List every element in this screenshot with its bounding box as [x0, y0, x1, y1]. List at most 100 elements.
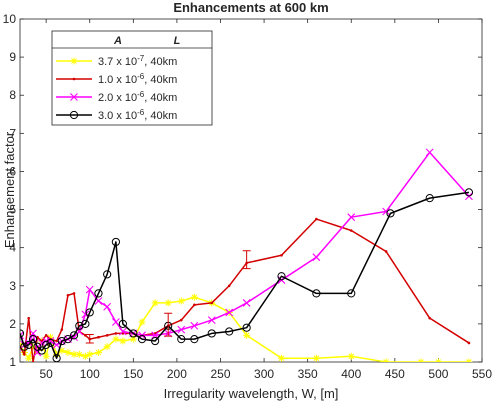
- x-tick-label: 500: [428, 367, 448, 381]
- data-point: [29, 343, 37, 351]
- data-point: [210, 301, 214, 305]
- data-point: [428, 316, 431, 320]
- legend-label: 3.0 x 10-6, 40km: [98, 108, 177, 122]
- data-point: [64, 348, 72, 356]
- data-point: [207, 329, 216, 338]
- x-tick-label: 400: [341, 367, 361, 381]
- y-axis-label: Enhancement factor: [2, 131, 17, 248]
- data-point: [177, 325, 186, 334]
- data-point: [225, 308, 234, 317]
- series-layer: [20, 148, 474, 362]
- data-point: [225, 327, 234, 336]
- data-point: [190, 321, 199, 330]
- y-tick-label: 10: [3, 12, 17, 26]
- data-point: [467, 341, 471, 345]
- legend-marker: [69, 110, 79, 120]
- data-point: [278, 354, 286, 362]
- legend-header-l: L: [174, 35, 181, 47]
- data-point: [425, 194, 434, 203]
- data-point: [85, 285, 94, 294]
- data-point: [280, 253, 283, 257]
- data-point: [94, 348, 102, 356]
- data-point: [103, 302, 112, 311]
- data-point: [151, 336, 160, 346]
- data-point: [347, 289, 356, 298]
- x-tick-label: 350: [298, 367, 318, 381]
- data-point: [137, 335, 147, 344]
- legend-entry-1: 3.7 x 10-7, 40km: [56, 54, 177, 68]
- data-point: [386, 209, 395, 218]
- data-point: [177, 335, 186, 344]
- data-point: [57, 336, 66, 346]
- data-point: [425, 148, 434, 157]
- data-point: [138, 318, 146, 326]
- data-point: [382, 207, 391, 216]
- data-point: [190, 293, 198, 301]
- data-point: [179, 318, 183, 322]
- error-bar: [164, 312, 173, 337]
- y-tick-label: 3: [9, 279, 16, 293]
- data-point: [37, 346, 46, 355]
- data-point: [23, 353, 26, 356]
- x-tick-label: 250: [210, 367, 230, 381]
- data-point: [129, 335, 137, 343]
- data-point: [47, 333, 55, 341]
- data-point: [105, 334, 109, 337]
- data-point: [242, 299, 251, 307]
- data-point: [81, 352, 89, 360]
- y-tick-label: 9: [9, 50, 16, 64]
- data-point: [42, 352, 50, 360]
- x-tick-label: 100: [80, 367, 100, 381]
- legend-entry-3: 2.0 x 10-6, 40km: [56, 90, 177, 104]
- x-tick-label: 550: [472, 367, 492, 381]
- data-point: [44, 334, 48, 337]
- data-point: [20, 342, 29, 351]
- x-axis-label: Irregularity wavelength, W, [m]: [164, 386, 339, 401]
- data-point: [103, 270, 112, 279]
- data-point: [81, 319, 90, 328]
- legend-header-a: A: [113, 35, 122, 47]
- data-point: [52, 354, 61, 362]
- data-point: [33, 348, 42, 357]
- data-point: [103, 343, 111, 351]
- data-point: [118, 327, 127, 336]
- x-tick-label: 50: [39, 367, 53, 381]
- legend: A L 3.7 x 10-7, 40km 1.0 x 10-6, 40km 2.0 x …: [51, 30, 213, 126]
- y-tick-label: 4: [9, 241, 16, 255]
- data-point: [20, 331, 24, 340]
- data-point: [193, 303, 196, 307]
- data-point: [69, 331, 79, 340]
- data-point: [46, 338, 55, 348]
- data-point: [70, 350, 78, 358]
- data-point: [111, 318, 120, 326]
- data-point: [114, 332, 118, 335]
- data-point: [25, 354, 33, 362]
- chart-title: Enhancements at 600 km: [173, 0, 328, 15]
- data-point: [242, 323, 251, 332]
- data-point: [112, 335, 120, 343]
- data-point: [347, 213, 356, 222]
- y-tick-label: 2: [9, 317, 16, 331]
- data-point: [85, 308, 94, 317]
- data-point: [118, 319, 127, 328]
- data-point: [42, 340, 51, 349]
- legend-entry-4: 3.0 x 10-6, 40km: [56, 108, 177, 122]
- legend-marker: [70, 57, 78, 65]
- error-bar: [242, 250, 251, 270]
- data-point: [207, 316, 216, 324]
- data-point: [24, 340, 33, 349]
- data-point: [243, 331, 251, 339]
- data-point: [111, 237, 120, 247]
- data-point: [75, 321, 84, 330]
- series-4: [20, 188, 474, 362]
- data-point: [151, 299, 159, 307]
- data-point: [97, 335, 100, 339]
- y-tick-label: 6: [9, 164, 16, 178]
- data-point: [227, 284, 231, 288]
- legend-label: 1.0 x 10-6, 40km: [98, 72, 177, 86]
- data-point: [315, 217, 318, 221]
- data-point: [312, 289, 321, 298]
- data-point: [58, 347, 66, 355]
- data-point: [60, 328, 64, 331]
